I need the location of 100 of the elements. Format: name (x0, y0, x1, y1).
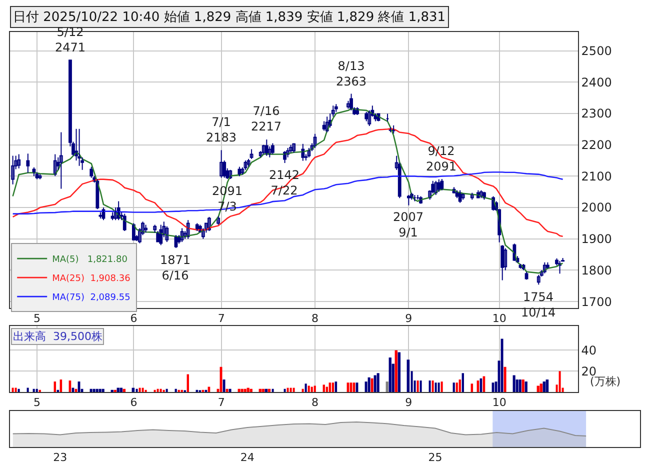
bar (368, 377, 370, 392)
bar (238, 388, 240, 392)
bar (388, 358, 392, 392)
bar (398, 352, 401, 392)
bar (374, 375, 376, 392)
bar (96, 388, 98, 392)
bar (90, 388, 92, 392)
bar (136, 388, 138, 392)
x-tick-label: 7 (218, 312, 225, 326)
bar (438, 382, 440, 392)
y-tick-label: 1700 (581, 294, 612, 309)
bar (290, 388, 292, 392)
bar (406, 360, 410, 392)
bar (166, 388, 168, 392)
y-tick-label: 2500 (581, 44, 612, 58)
bar (92, 388, 96, 392)
y-tick-label: 2100 (581, 169, 612, 184)
bar (540, 384, 543, 392)
bar (174, 388, 177, 392)
x-tick-label: 5 (33, 312, 40, 326)
annotation: 1871 6/16 (160, 253, 191, 283)
annotation: 2007 9/1 (393, 210, 424, 240)
bar (246, 388, 250, 392)
legend-label: MA(75) 2,089.55 (52, 293, 130, 304)
bar (160, 388, 162, 392)
chart-title: 日付 2025/10/22 10:40 始値 1,829 高値 1,839 安値 1,829 終値 1,831 (13, 9, 446, 25)
bar (308, 386, 310, 392)
x-tick-label: 7 (218, 396, 225, 410)
x-tick-label: 9 (405, 312, 412, 326)
y-tick-label: 2400 (581, 75, 612, 90)
bar (250, 388, 252, 392)
annotation: 2142 7/22 (269, 168, 300, 198)
legend-label: MA(25) 1,908.36 (52, 274, 131, 284)
x-tick-label: 23 (53, 451, 68, 464)
bar (428, 380, 431, 392)
bar (18, 388, 20, 392)
y-tick-label: 2300 (581, 106, 612, 121)
candlestick (98, 212, 102, 219)
bar (26, 388, 29, 392)
x-tick-label: 10 (492, 312, 506, 326)
bar (328, 382, 332, 392)
bar (500, 338, 504, 392)
bar (322, 384, 325, 392)
bar (292, 388, 295, 392)
bar (138, 388, 141, 392)
annotation: 8/13 2363 (336, 59, 367, 89)
x-tick-label: 5 (33, 396, 40, 410)
bar (304, 384, 307, 392)
bar (458, 379, 461, 392)
bar (370, 378, 374, 392)
bar (434, 382, 437, 392)
bar (222, 379, 226, 392)
bar (98, 388, 102, 392)
bar (156, 388, 159, 392)
bar (284, 388, 286, 392)
bar (364, 382, 368, 392)
bar (440, 382, 443, 392)
x-tick-label: 24 (240, 451, 254, 464)
bar (376, 373, 380, 392)
y-tick-label: 1900 (581, 232, 612, 246)
x-tick-label: 8 (312, 396, 319, 410)
bar (516, 379, 518, 392)
bar (432, 380, 434, 392)
y-tick-label: 40 (581, 343, 597, 358)
bar (420, 380, 422, 392)
x-tick-label: 8 (312, 312, 319, 326)
x-tick-label: 9 (405, 396, 412, 410)
bar (228, 388, 232, 392)
x-tick-label: 25 (428, 451, 442, 464)
bar (504, 366, 506, 392)
bar (240, 388, 244, 392)
bar (456, 382, 458, 392)
annotation: 1754 10/14 (521, 290, 556, 320)
bar (36, 388, 38, 392)
bar (186, 374, 189, 392)
y-tick-label: 2200 (581, 138, 612, 152)
bar (518, 379, 522, 392)
bar (536, 386, 540, 392)
annotation: 7/1 2183 (206, 115, 237, 145)
bar (522, 379, 524, 392)
y-tick-label: 1800 (581, 263, 612, 278)
bar (54, 382, 56, 392)
bar (102, 388, 104, 392)
bar (558, 371, 561, 392)
bar (12, 388, 14, 392)
annotation: 7/16 2217 (251, 104, 282, 134)
bar (226, 388, 228, 392)
candlestick (144, 224, 148, 234)
legend-label: MA(5) 1,821.80 (52, 255, 128, 266)
bar (416, 380, 419, 392)
bar (394, 350, 398, 392)
bar (452, 382, 455, 392)
bar (244, 388, 246, 392)
bar (524, 382, 528, 392)
bar (286, 388, 289, 392)
bar (302, 388, 304, 392)
bar (272, 388, 274, 392)
chart-title: 出来高 39,500株 (13, 330, 102, 343)
x-tick-label: 6 (130, 312, 138, 326)
bar (386, 382, 388, 392)
